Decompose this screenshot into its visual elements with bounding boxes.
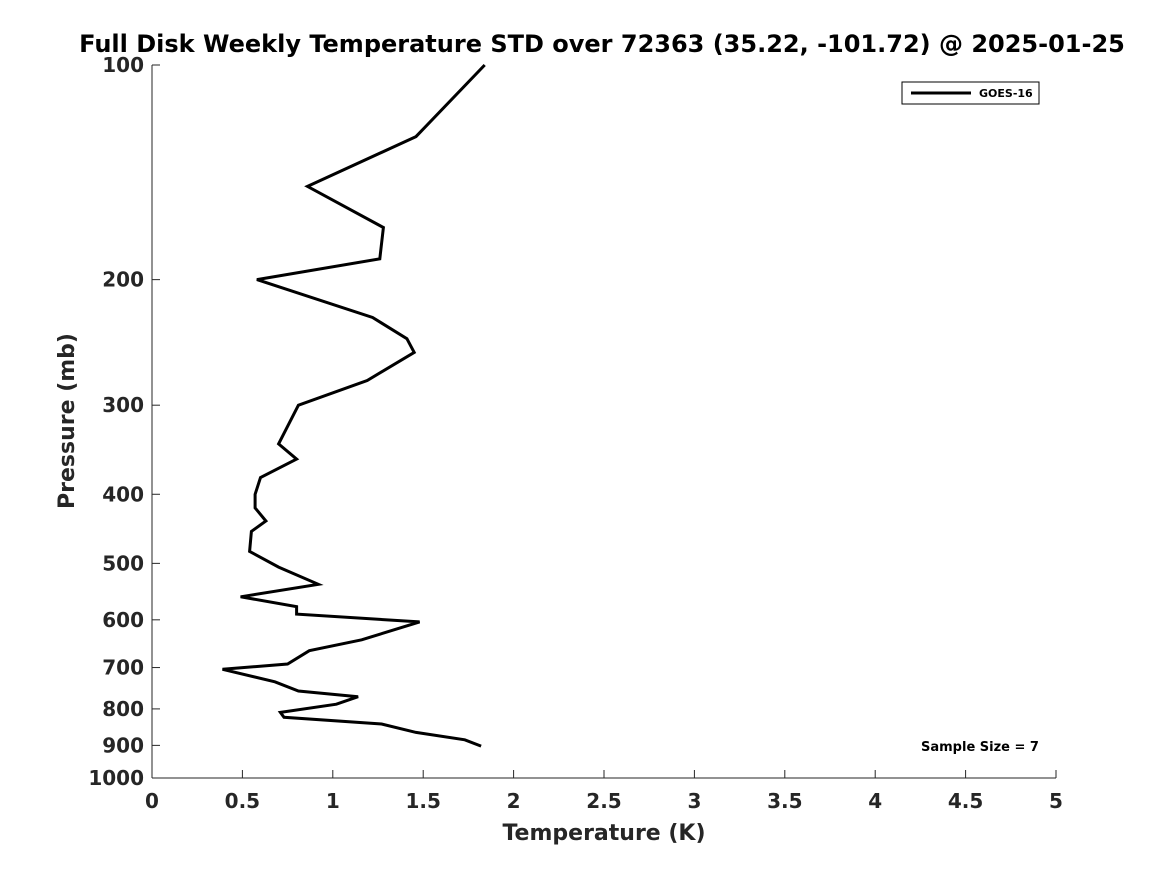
x-tick-label: 4 bbox=[868, 789, 882, 813]
y-tick-label: 200 bbox=[102, 268, 144, 292]
y-tick-label: 600 bbox=[102, 608, 144, 632]
x-tick-label: 1.5 bbox=[405, 789, 440, 813]
x-tick-label: 2.5 bbox=[586, 789, 621, 813]
y-tick-label: 800 bbox=[102, 697, 144, 721]
x-tick-label: 3 bbox=[687, 789, 701, 813]
y-tick-label: 100 bbox=[102, 53, 144, 77]
y-axis: 100 200 300 400 500 600 700 800 900 1000 bbox=[88, 53, 160, 790]
y-tick-label: 900 bbox=[102, 733, 144, 757]
series-line-goes-16 bbox=[222, 63, 486, 748]
chart-title: Full Disk Weekly Temperature STD over 72… bbox=[79, 30, 1125, 58]
x-tick-label: 0 bbox=[145, 789, 159, 813]
x-tick-label: 1 bbox=[326, 789, 340, 813]
x-tick-label: 5 bbox=[1049, 789, 1063, 813]
x-axis-label: Temperature (K) bbox=[502, 821, 705, 846]
y-tick-label: 500 bbox=[102, 551, 144, 575]
x-tick-label: 4.5 bbox=[948, 789, 983, 813]
x-axis: 0 0.5 1 1.5 2 2.5 3 3.5 4 4.5 5 bbox=[145, 770, 1063, 813]
legend-label-goes-16: GOES-16 bbox=[979, 87, 1033, 100]
y-tick-label: 400 bbox=[102, 482, 144, 506]
y-tick-label: 300 bbox=[102, 393, 144, 417]
y-tick-label: 1000 bbox=[88, 766, 144, 790]
x-tick-label: 3.5 bbox=[767, 789, 802, 813]
y-axis-label: Pressure (mb) bbox=[55, 333, 80, 509]
sample-size-note: Sample Size = 7 bbox=[921, 740, 1039, 755]
x-tick-label: 2 bbox=[507, 789, 521, 813]
legend: GOES-16 bbox=[901, 81, 1040, 105]
y-tick-label: 700 bbox=[102, 656, 144, 680]
x-tick-label: 0.5 bbox=[225, 789, 260, 813]
plot-area bbox=[152, 65, 1056, 778]
